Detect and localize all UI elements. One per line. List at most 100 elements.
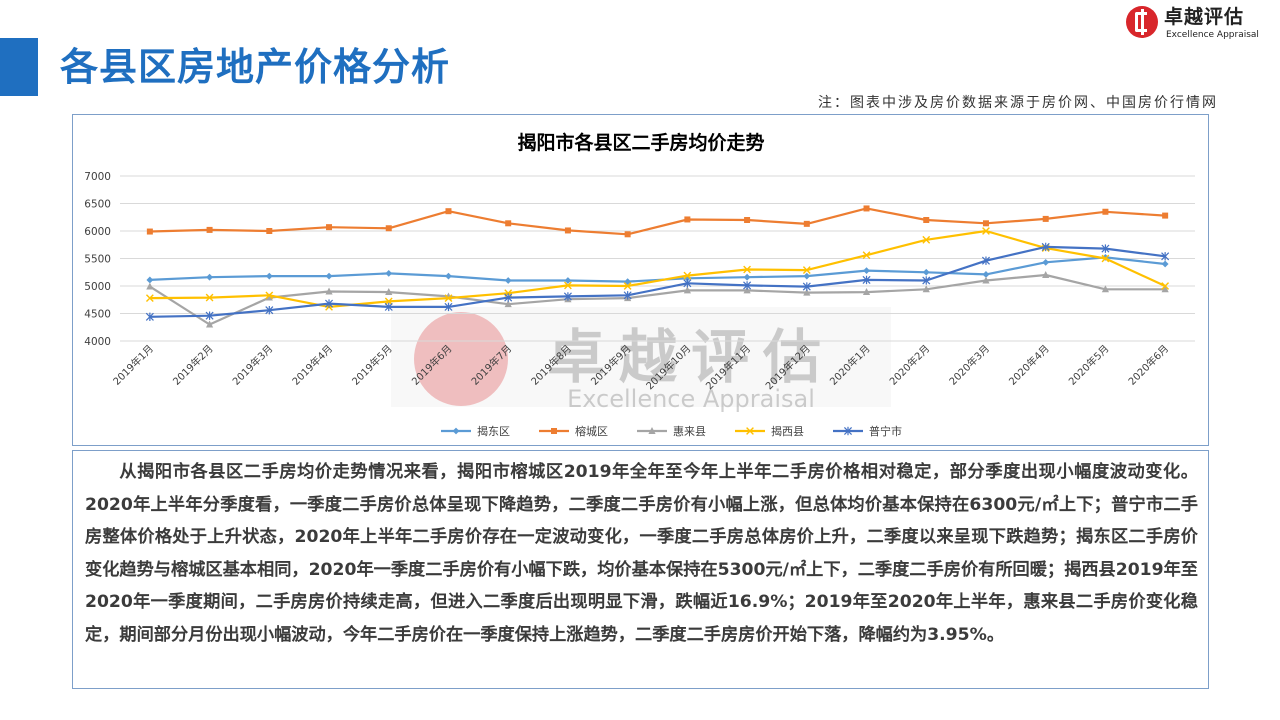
legend-item: 榕城区 xyxy=(539,424,608,438)
series-3 xyxy=(146,271,1169,328)
data-point xyxy=(624,278,632,285)
series-5 xyxy=(145,242,1170,321)
data-point xyxy=(683,286,691,294)
data-point-stroke xyxy=(862,251,871,260)
brand-name: 卓越评估 xyxy=(1164,6,1245,28)
data-point xyxy=(648,427,656,434)
series-line xyxy=(149,273,1166,326)
data-point xyxy=(266,228,273,234)
chart-frame: 揭阳市各县区二手房均价走势 卓越评估 Excellence Appraisal 4… xyxy=(72,114,1209,446)
data-point xyxy=(444,294,453,302)
data-point xyxy=(325,287,333,295)
data-point xyxy=(146,228,153,235)
data-point xyxy=(843,426,853,436)
data-point xyxy=(385,288,393,296)
data-point xyxy=(505,220,512,227)
data-point xyxy=(623,291,632,300)
data-point xyxy=(922,276,931,285)
data-point xyxy=(982,276,990,284)
data-point xyxy=(205,320,214,328)
chart-series xyxy=(145,205,1170,328)
brand-logo: 卓越评估 Excellence Appraisal xyxy=(1126,6,1276,42)
data-point-stroke xyxy=(444,294,453,302)
data-point-stroke xyxy=(205,293,214,302)
data-point xyxy=(145,294,154,302)
data-point xyxy=(1042,271,1050,278)
legend-item: 普宁市 xyxy=(833,424,902,438)
data-point xyxy=(981,256,990,265)
data-point xyxy=(982,271,990,278)
y-tick-label: 6000 xyxy=(84,226,111,238)
data-point xyxy=(684,216,691,223)
title-accent-bar xyxy=(0,38,38,96)
legend-label: 惠来县 xyxy=(673,424,706,438)
data-point xyxy=(445,272,452,280)
legend-label: 揭东区 xyxy=(477,424,510,438)
data-point xyxy=(982,227,990,235)
data-point xyxy=(743,286,751,294)
data-point xyxy=(384,297,393,306)
x-tick-label: 2019年3月 xyxy=(230,342,276,388)
source-note: 注：图表中涉及房价数据来源于房价网、中国房价行情网 xyxy=(818,95,1218,111)
data-point-stroke xyxy=(1161,282,1170,290)
y-tick-label: 4000 xyxy=(84,336,111,348)
data-point xyxy=(564,277,572,284)
y-tick-label: 6500 xyxy=(84,199,111,211)
data-point xyxy=(803,220,810,227)
data-point xyxy=(743,265,751,274)
series-line xyxy=(149,245,1166,318)
data-point xyxy=(803,288,811,296)
legend-item: 揭西县 xyxy=(735,424,804,438)
data-point xyxy=(564,281,572,290)
x-tick-label: 2020年6月 xyxy=(1125,342,1171,388)
data-point-stroke xyxy=(743,265,751,274)
data-point xyxy=(683,279,692,288)
legend-label: 普宁市 xyxy=(869,424,902,438)
y-tick-label: 7000 xyxy=(84,171,111,183)
data-point xyxy=(551,428,557,434)
analysis-box: 从揭阳市各县区二手房均价走势情况来看，揭阳市榕城区2019年全年至今年上半年二手… xyxy=(72,450,1209,689)
data-point xyxy=(1042,258,1050,266)
data-point xyxy=(145,312,154,321)
x-tick-label: 2020年5月 xyxy=(1066,342,1112,388)
analysis-paragraph: 从揭阳市各县区二手房均价走势情况来看，揭阳市榕城区2019年全年至今年上半年二手… xyxy=(85,462,1198,645)
data-point xyxy=(504,277,512,284)
data-point xyxy=(384,302,393,312)
data-point xyxy=(1161,285,1169,293)
data-point xyxy=(1161,282,1170,290)
brand-name-en: Excellence Appraisal xyxy=(1166,30,1259,40)
chart-title: 揭阳市各县区二手房均价走势 xyxy=(517,131,764,154)
data-point xyxy=(563,292,572,301)
data-point xyxy=(326,224,333,231)
data-point xyxy=(504,300,512,308)
data-point xyxy=(624,231,631,238)
series-line xyxy=(149,207,1166,236)
legend-item: 揭东区 xyxy=(441,424,510,438)
data-point xyxy=(265,306,274,315)
legend-item: 惠来县 xyxy=(637,424,706,438)
data-point xyxy=(922,235,931,244)
data-point xyxy=(206,273,213,281)
data-point xyxy=(1161,260,1169,268)
data-point-stroke xyxy=(145,294,154,302)
watermark-logo-icon xyxy=(414,312,508,406)
data-point xyxy=(206,226,213,233)
data-point xyxy=(445,208,452,215)
data-point xyxy=(504,293,513,302)
data-point xyxy=(922,268,930,276)
data-point xyxy=(862,288,871,296)
data-point-stroke xyxy=(623,282,632,290)
data-point xyxy=(744,217,751,223)
x-tick-label: 2020年4月 xyxy=(1006,342,1052,388)
y-tick-label: 5500 xyxy=(84,254,111,266)
page-title: 各县区房地产价格分析 xyxy=(60,45,451,89)
data-point xyxy=(1101,285,1110,293)
chart-legend: 揭东区 榕城区 惠来县 揭西县 普宁市 xyxy=(441,424,902,438)
data-point xyxy=(683,271,692,280)
series-2 xyxy=(146,205,1169,238)
data-point xyxy=(862,251,871,260)
data-point xyxy=(923,217,930,223)
data-point xyxy=(802,266,811,274)
data-point xyxy=(265,272,273,280)
